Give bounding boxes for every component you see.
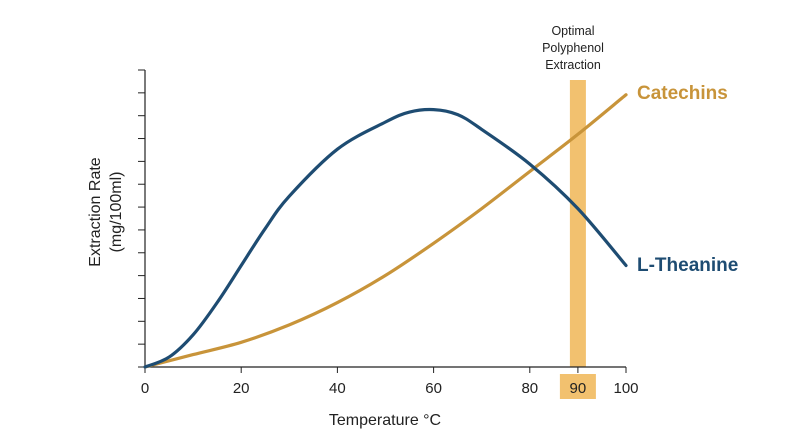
annotation-line-1: Optimal — [551, 24, 594, 38]
y-axis-title: Extraction Rate (mg/100ml) — [87, 157, 125, 266]
catechins-line — [143, 93, 628, 369]
highlight-band-group — [559, 80, 596, 399]
x-axis: 0 20 40 60 80 90 100 — [141, 366, 639, 397]
l-theanine-line — [143, 107, 628, 369]
y-axis — [138, 69, 146, 368]
optimal-extraction-annotation: Optimal Polyphenol Extraction — [542, 24, 604, 72]
x-axis-title: Temperature °C — [329, 412, 441, 429]
annotation-line-3: Extraction — [545, 58, 601, 72]
x-tick-label: 40 — [329, 380, 346, 397]
series-lines — [143, 93, 628, 369]
x-tick-label: 20 — [233, 380, 250, 397]
x-tick-label: 80 — [521, 380, 538, 397]
annotation-line-2: Polyphenol — [542, 41, 604, 55]
x-tick-label: 100 — [613, 380, 638, 397]
y-axis-title-line-2: (mg/100ml) — [108, 172, 125, 253]
y-axis-title-line-1: Extraction Rate — [87, 157, 104, 266]
catechins-series-label: Catechins — [637, 83, 728, 104]
l-theanine-series-label: L-Theanine — [637, 255, 738, 276]
x-tick-label: 90 — [570, 380, 587, 397]
optimal-extraction-band — [569, 80, 586, 367]
x-tick-label: 60 — [425, 380, 442, 397]
x-tick-label: 0 — [141, 380, 149, 397]
highlight-tick-box — [559, 374, 596, 399]
